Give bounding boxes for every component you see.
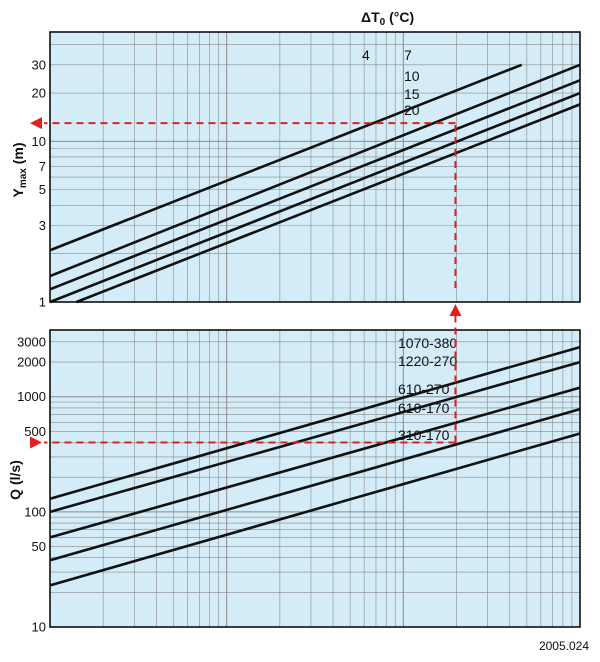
series-line-15: [49, 91, 581, 304]
arrow-up-icon: [449, 304, 462, 316]
ymax-axis-title: Ymax (m): [10, 142, 29, 197]
y-tick-label: 1: [39, 295, 46, 310]
delta-t0-header: ΔT0 (°C): [361, 9, 414, 28]
y-tick-label: 20: [32, 86, 46, 101]
series-label-20: 20: [404, 102, 420, 118]
figure-code: 2005.024: [539, 639, 589, 653]
series-label-1070-380: 1070-380: [398, 335, 457, 351]
plot-area: [50, 330, 580, 627]
flow-panel: 1070-380 1220-270 610-270 610-170 310-170 10 5…: [17, 316, 581, 635]
series-line-1070-380: [49, 345, 581, 501]
series-label-310-170: 310-170: [398, 427, 450, 443]
arrow-right-icon: [30, 436, 42, 449]
flow-axis-title: Q (l/s): [7, 460, 23, 500]
y-tick-label: 100: [24, 504, 46, 519]
y-tick-label: 3000: [17, 334, 46, 349]
series-line-1220-270: [49, 360, 581, 514]
series-line-310-170: [49, 432, 581, 587]
series-label-10: 10: [404, 68, 420, 84]
y-tick-label: 500: [24, 424, 46, 439]
y-tick-label: 1000: [17, 389, 46, 404]
arrow-left-icon: [30, 117, 42, 130]
series-line-610-270: [49, 386, 581, 539]
series-label-610-270: 610-270: [398, 381, 450, 397]
y-tick-label: 5: [39, 182, 46, 197]
y-tick-label: 7: [39, 159, 46, 174]
y-tick-label: 10: [32, 134, 46, 149]
y-tick-label: 2000: [17, 355, 46, 370]
plot-frame: [49, 31, 581, 303]
series-line-10: [49, 79, 581, 291]
series-line-7: [49, 63, 581, 278]
series-label-610-170: 610-170: [398, 400, 450, 416]
y-tick-label: 50: [32, 539, 46, 554]
y-tick-label: 3: [39, 218, 46, 233]
plot-frame: [49, 329, 581, 628]
series-label-7: 7: [404, 47, 412, 63]
y-tick-label: 30: [32, 57, 46, 72]
series-line-20: [76, 103, 581, 304]
series-label-4: 4: [362, 47, 370, 63]
y-tick-label: 10: [32, 620, 46, 635]
series-line-610-170: [49, 407, 581, 562]
series-label-15: 15: [404, 86, 420, 102]
series-label-1220-270: 1220-270: [398, 353, 457, 369]
series-line-4: [49, 63, 523, 252]
